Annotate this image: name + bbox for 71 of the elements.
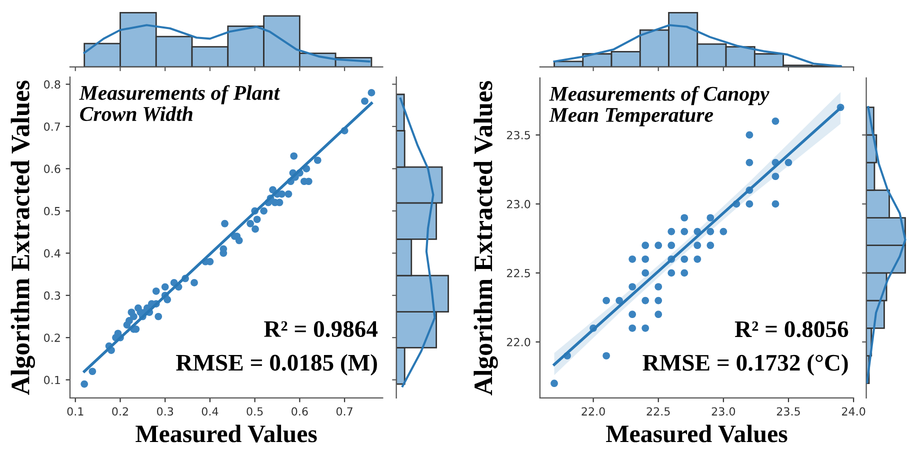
point [628,310,636,318]
point [642,269,650,277]
text: Measurements of Canopy Mean Temperature [549,86,770,126]
y-tick-label: 0.6 [44,164,60,174]
point [550,380,558,388]
x-tick-label: 0.5 [246,407,263,416]
point [668,269,676,277]
point [694,242,702,250]
point [720,228,728,236]
x-tick-label: 23.0 [712,407,736,416]
y-tick-label: 0.1 [44,376,60,384]
y-tick-label: 0.7 [44,122,60,131]
y-tick-label: 0.2 [44,334,60,342]
point [628,255,636,263]
x-tick-label: 22.0 [582,407,605,416]
point [642,255,650,263]
point [654,242,662,250]
x-tick-label: 0.4 [202,407,218,416]
y-tick-label: 0.3 [44,291,60,300]
annotation: RMSE = 0.0185 (M) [176,354,377,376]
point [694,255,702,263]
y-axis-title: Algorithm Extracted Values [10,80,35,395]
x-axis-title: Measured Values [136,424,317,442]
point [642,242,650,250]
y-axis-title: Algorithm Extracted Values [474,81,498,396]
x-tick-label: 0.7 [336,407,352,416]
point [772,117,780,125]
y-tick-label: 0.4 [44,249,60,258]
y-tick-label: 0.5 [44,206,60,216]
point [668,228,676,236]
x-tick-label: 0.6 [292,407,308,416]
annotation: RMSE = 0.1732 (°C) [642,354,848,376]
y-tick-label: 0.8 [44,80,60,89]
point [746,158,754,166]
y-tick-label: 23.0 [506,200,530,208]
point [616,296,623,304]
x-tick-label: 0.1 [67,407,84,416]
point [654,296,662,304]
point [706,228,714,236]
annotation: R² = 0.9864 [264,321,378,338]
point [680,269,688,277]
x-tick-label: 22.5 [646,407,670,416]
point [680,228,688,236]
point [706,242,714,250]
x-tick-label: 0.2 [112,407,128,416]
point [628,324,636,332]
point [680,214,688,222]
point [772,172,780,180]
y-tick-label: 23.5 [506,130,530,140]
point [680,255,688,263]
annotation: R² = 0.8056 [734,321,848,338]
point [746,131,754,139]
point [642,296,650,304]
point [746,200,754,208]
point [784,158,792,166]
point [628,283,636,290]
text: Measurements of Plant Crown Width [79,85,280,122]
point [602,352,610,360]
point [654,310,662,318]
x-tick-label: 0.3 [157,407,174,416]
point [668,242,676,250]
y-tick-label: 22.0 [506,338,530,346]
x-axis-title: Measured Values [606,424,788,442]
point [654,283,662,290]
y-tick-label: 22.5 [506,268,530,278]
x-tick-label: 24.0 [842,407,866,416]
point [706,214,714,222]
point [642,324,650,332]
point [602,296,610,304]
point [772,200,780,208]
x-tick-label: 23.5 [776,407,800,416]
